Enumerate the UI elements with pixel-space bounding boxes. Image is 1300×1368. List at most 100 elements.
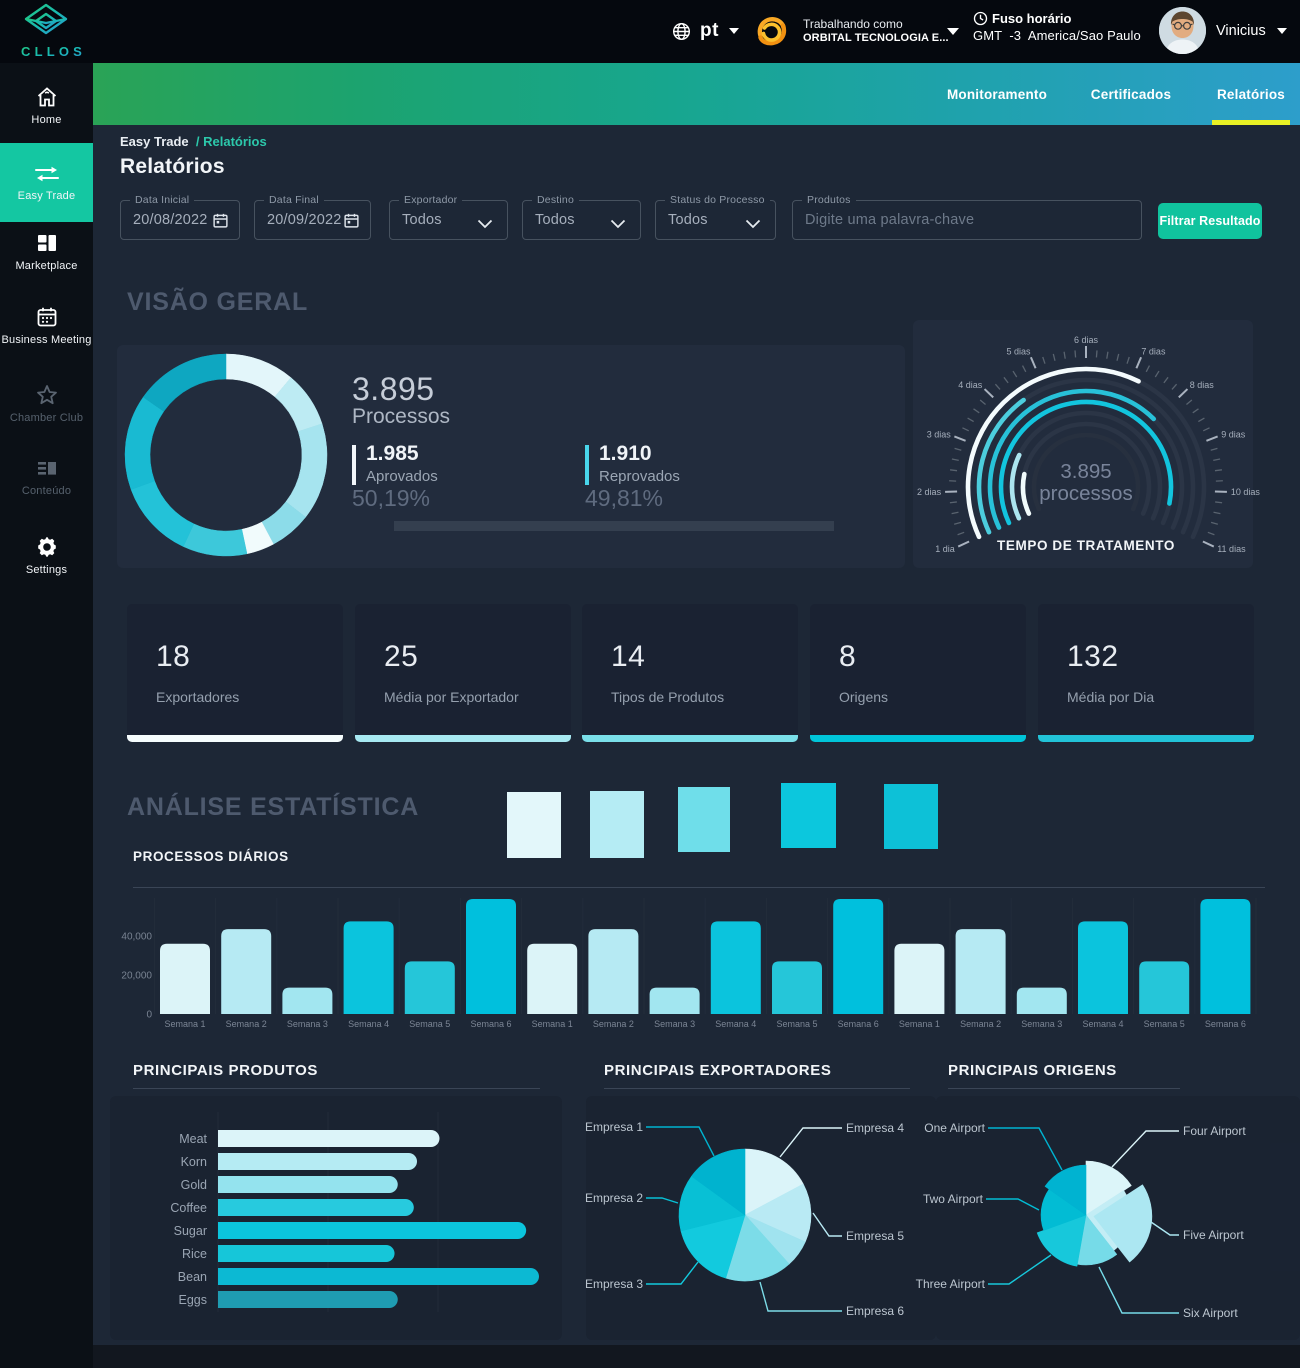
stat-card-tipos-de-produtos: 14 Tipos de Produtos bbox=[582, 604, 798, 742]
chevron-down-icon[interactable] bbox=[610, 216, 626, 234]
pie-slice bbox=[1036, 1214, 1087, 1267]
donut-segment bbox=[124, 396, 165, 490]
field-label: Produtos bbox=[802, 194, 856, 206]
field-label: Status do Processo bbox=[665, 194, 770, 206]
pie-connector bbox=[988, 1127, 1063, 1171]
svg-text:6 dias: 6 dias bbox=[1074, 335, 1099, 345]
legend-swatch-1 bbox=[507, 792, 561, 858]
calendar-icon[interactable] bbox=[212, 212, 229, 234]
brand-logo[interactable]: CLLOS bbox=[10, 2, 90, 62]
chevron-down-icon bbox=[947, 28, 959, 35]
chevron-down-icon[interactable] bbox=[477, 216, 493, 234]
daily-divider bbox=[133, 887, 1265, 888]
svg-text:TEMPO DE TRATAMENTO: TEMPO DE TRATAMENTO bbox=[997, 538, 1175, 553]
timezone-value: GMT -3 America/Sao Paulo bbox=[973, 28, 1141, 43]
approved-label: Aprovados bbox=[366, 468, 438, 485]
product-label: Korn bbox=[181, 1155, 207, 1169]
daily-bar-label: Semana 6 bbox=[838, 1019, 879, 1029]
sidebar-item-marketplace[interactable]: Marketplace bbox=[0, 222, 93, 280]
settings-icon bbox=[35, 535, 59, 559]
tab-certificados[interactable]: Certificados bbox=[1090, 86, 1172, 102]
top-products-chart: Meat Korn Gold Coffee Sugar Rice Bean Eggs bbox=[170, 1112, 539, 1312]
product-label: Gold bbox=[181, 1178, 207, 1192]
donut-segment bbox=[285, 423, 328, 518]
daily-bar-label: Semana 5 bbox=[776, 1019, 817, 1029]
pie-label: Two Airport bbox=[923, 1192, 984, 1206]
svg-text:7 dias: 7 dias bbox=[1141, 347, 1166, 357]
tab-monitoramento[interactable]: Monitoramento bbox=[946, 86, 1048, 102]
select-field-exportador[interactable]: Exportador Todos bbox=[389, 194, 508, 240]
gauge-ring-arc bbox=[1009, 452, 1022, 521]
field-value: 20/08/2022 bbox=[133, 212, 208, 228]
daily-bar-label: Semana 4 bbox=[715, 1019, 756, 1029]
pie-slice bbox=[1044, 1164, 1087, 1216]
top-bar: CLLOS pt Trabalhando como ORBITAL TECNOL… bbox=[0, 0, 1300, 63]
sidebar-item-label: Easy Trade bbox=[17, 190, 76, 202]
calendar-icon[interactable] bbox=[343, 212, 360, 234]
field-value: Todos bbox=[668, 212, 708, 228]
organization-logo-icon bbox=[757, 17, 787, 46]
stat-value: 14 bbox=[611, 640, 646, 673]
product-bar bbox=[218, 1176, 398, 1193]
pie-connector bbox=[646, 1261, 699, 1285]
stat-label: Média por Exportador bbox=[384, 689, 519, 705]
reproved-accent-bar bbox=[585, 445, 589, 485]
daily-bar-label: Semana 1 bbox=[899, 1019, 940, 1029]
svg-text:3 dias: 3 dias bbox=[927, 429, 952, 439]
overview-total-label: Processos bbox=[352, 405, 451, 428]
working-as-value: ORBITAL TECNOLOGIA E... bbox=[803, 31, 949, 44]
pie-label: One Airport bbox=[924, 1121, 985, 1135]
user-avatar[interactable] bbox=[1159, 7, 1206, 54]
stat-card-m-dia-por-exportador: 25 Média por Exportador bbox=[355, 604, 571, 742]
pie-slice bbox=[1093, 1184, 1153, 1263]
pie-slice bbox=[680, 1214, 746, 1279]
daily-bar-label: Semana 5 bbox=[409, 1019, 450, 1029]
daily-bar bbox=[894, 943, 945, 1014]
reproved-percent: 49,81% bbox=[585, 485, 664, 511]
approved-percent: 50,19% bbox=[352, 485, 431, 511]
sidebar-item-conte-do[interactable]: Conteúdo bbox=[0, 450, 93, 505]
product-label: Rice bbox=[182, 1247, 207, 1261]
breadcrumb-parent[interactable]: Easy Trade bbox=[120, 134, 189, 149]
product-label: Meat bbox=[179, 1132, 207, 1146]
chevron-down-icon[interactable] bbox=[745, 216, 761, 234]
sidebar-item-easy-trade[interactable]: Easy Trade bbox=[0, 143, 93, 222]
sidebar-item-home[interactable]: Home bbox=[0, 76, 93, 135]
pie-slice bbox=[725, 1214, 790, 1282]
date-field-data-final[interactable]: Data Final 20/09/2022 bbox=[254, 194, 371, 240]
daily-bar bbox=[649, 987, 700, 1014]
daily-bar-label: Semana 4 bbox=[1082, 1019, 1123, 1029]
sidebar-item-label: Marketplace bbox=[15, 259, 78, 272]
pie-label: Three Airport bbox=[916, 1277, 986, 1291]
field-label: Data Inicial bbox=[130, 194, 195, 206]
tab-relatórios[interactable]: Relatórios bbox=[1216, 86, 1286, 102]
breadcrumb-current[interactable]: / Relatórios bbox=[195, 134, 267, 149]
text-field-produtos[interactable]: Produtos Digite uma palavra-chave bbox=[792, 194, 1142, 240]
timezone-label: Fuso horário bbox=[992, 11, 1072, 26]
stat-label: Média por Dia bbox=[1067, 689, 1155, 705]
avatar-image bbox=[1159, 7, 1206, 54]
stat-value: 25 bbox=[384, 640, 419, 673]
daily-bar-label: Semana 5 bbox=[1144, 1019, 1185, 1029]
svg-text:5 dias: 5 dias bbox=[1007, 347, 1032, 357]
daily-bar bbox=[466, 898, 516, 1014]
language-selector[interactable]: pt bbox=[672, 16, 740, 46]
sidebar-item-settings[interactable]: Settings bbox=[0, 525, 93, 585]
product-bar bbox=[218, 1222, 527, 1239]
select-field-destino[interactable]: Destino Todos bbox=[522, 194, 641, 240]
field-label: Data Final bbox=[264, 194, 324, 206]
date-field-data-inicial[interactable]: Data Inicial 20/08/2022 bbox=[120, 194, 240, 240]
organization-selector[interactable]: Trabalhando como ORBITAL TECNOLOGIA E... bbox=[752, 9, 959, 53]
pie-label: Six Airport bbox=[1183, 1306, 1238, 1320]
product-label: Coffee bbox=[170, 1201, 207, 1215]
sidebar-item-business-meeting[interactable]: Business Meeting bbox=[0, 295, 93, 355]
filter-submit-button[interactable]: Filtrar Resultado bbox=[1158, 203, 1262, 239]
user-menu[interactable]: Vinicius bbox=[1216, 20, 1288, 42]
daily-bar-label: Semana 3 bbox=[654, 1019, 695, 1029]
select-field-status-do-processo[interactable]: Status do Processo Todos bbox=[655, 194, 776, 240]
field-value: Todos bbox=[535, 212, 575, 228]
sidebar-item-chamber-club[interactable]: Chamber Club bbox=[0, 375, 93, 432]
statistics-section-title: ANÁLISE ESTATÍSTICA bbox=[127, 793, 420, 821]
user-name: Vinicius bbox=[1216, 23, 1266, 39]
